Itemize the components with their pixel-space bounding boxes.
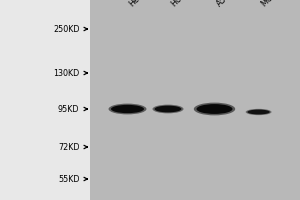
Ellipse shape — [111, 105, 144, 113]
Text: He1a: He1a — [128, 0, 148, 8]
Text: MCF-7: MCF-7 — [260, 0, 284, 8]
Ellipse shape — [246, 109, 272, 115]
Text: 250KD: 250KD — [53, 24, 80, 33]
Ellipse shape — [152, 105, 184, 113]
Ellipse shape — [109, 104, 146, 114]
Text: 72KD: 72KD — [58, 142, 80, 152]
Text: 95KD: 95KD — [58, 104, 80, 114]
Text: HUVEC: HUVEC — [169, 0, 196, 8]
Ellipse shape — [154, 106, 182, 112]
Ellipse shape — [194, 103, 235, 115]
Text: 55KD: 55KD — [58, 174, 80, 184]
Text: 130KD: 130KD — [53, 68, 80, 77]
Ellipse shape — [248, 110, 270, 114]
Text: A549: A549 — [214, 0, 236, 8]
Bar — [90, 0, 300, 200]
Ellipse shape — [196, 104, 232, 114]
